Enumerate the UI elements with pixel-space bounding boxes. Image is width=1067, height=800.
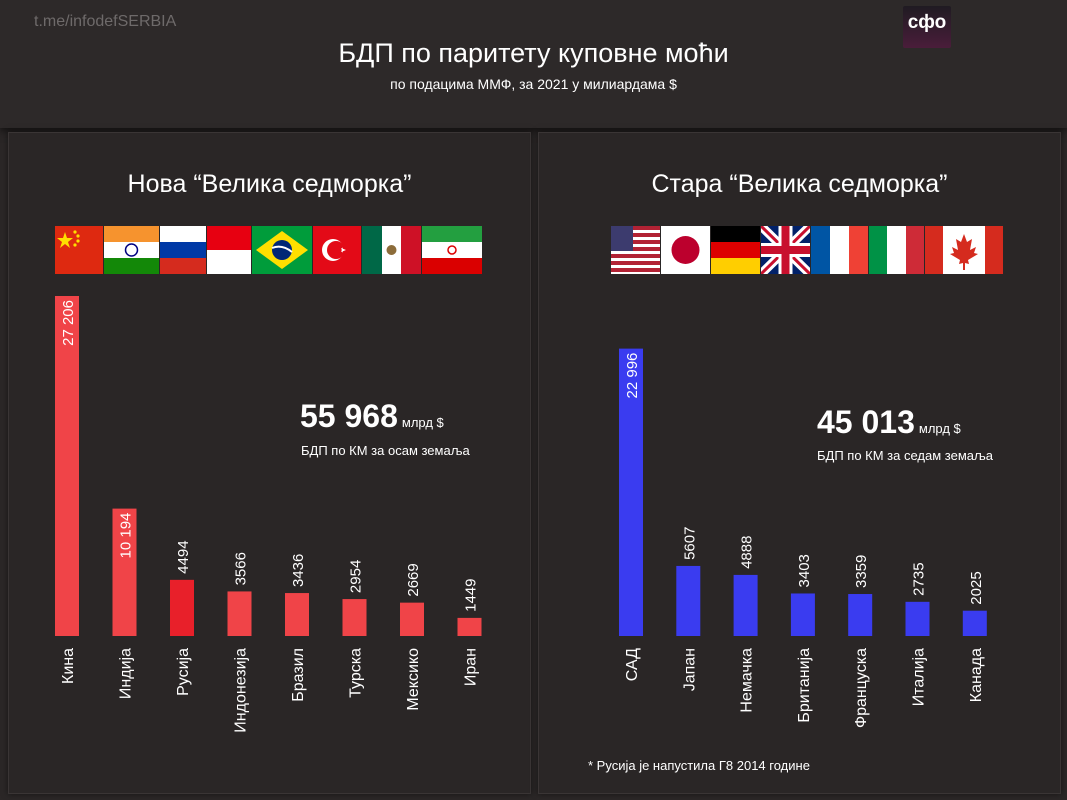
right-category-label-4: Француска [853, 648, 870, 728]
right-value-label-3: 3403 [796, 554, 813, 587]
japan-flag [661, 226, 710, 274]
china-flag [55, 226, 103, 274]
left-panel-title: Нова “Велика седморка” [127, 170, 412, 198]
left-value-label-2: 4494 [175, 540, 192, 573]
left-category-label-0: Кина [60, 648, 77, 684]
left-value-label-0: 27 206 [60, 300, 77, 346]
left-value-label-1: 10 194 [118, 513, 135, 559]
left-total-value: 55 968 [300, 398, 398, 434]
india-flag [104, 226, 159, 274]
right-category-label-5: Италија [911, 648, 928, 706]
mexico-flag [362, 226, 421, 274]
right-bar-4 [848, 594, 873, 636]
left-value-label-7: 1449 [463, 579, 480, 612]
right-value-label-6: 2025 [968, 571, 985, 604]
right-value-label-4: 3359 [853, 555, 870, 588]
left-bar-7 [457, 617, 482, 636]
left-category-label-1: Индија [118, 648, 135, 699]
left-category-label-4: Бразил [290, 648, 307, 702]
watermark: t.me/infodefSERBIA [34, 13, 177, 30]
right-category-label-6: Канада [968, 648, 985, 702]
left-bar-5 [342, 599, 367, 636]
brazil-flag [252, 226, 312, 274]
left-value-label-5: 2954 [348, 560, 365, 593]
right-flag-row [611, 226, 1004, 274]
left-category-label-6: Мексико [405, 648, 422, 711]
indonesia-flag [207, 226, 251, 274]
left-value-label-6: 2669 [405, 563, 422, 596]
usa-flag [611, 226, 660, 274]
left-total-unit: млрд $ [401, 415, 444, 430]
left-bar-6 [400, 602, 424, 636]
left-category-label-7: Иран [463, 648, 480, 686]
right-category-label-2: Немачка [739, 648, 756, 713]
left-bar-4 [285, 593, 309, 636]
france-flag [811, 226, 868, 274]
canada-flag [925, 226, 1003, 274]
right-category-label-3: Британија [796, 648, 813, 723]
iran-flag [422, 226, 482, 274]
page-title: БДП по паритету куповне моћи [338, 38, 729, 68]
left-category-label-5: Турска [348, 648, 365, 698]
right-value-label-2: 4888 [739, 536, 756, 569]
right-bar-2 [733, 574, 758, 636]
left-bar-3 [227, 591, 252, 636]
right-value-label-5: 2735 [911, 562, 928, 595]
left-flag-row [55, 226, 483, 274]
right-total-desc: БДП по КМ за седам земаља [817, 448, 994, 463]
right-category-label-0: САД [624, 648, 641, 681]
right-total-unit: млрд $ [918, 421, 961, 436]
right-total: 45 013 млрд $ [817, 404, 961, 441]
turkey-flag [313, 226, 361, 274]
right-value-label-1: 5607 [681, 527, 698, 560]
right-bar-5 [905, 601, 930, 636]
left-value-label-4: 3436 [290, 554, 307, 587]
right-bar-6 [962, 610, 987, 636]
right-category-label-1: Јапан [681, 648, 698, 691]
left-total-desc: БДП по КМ за осам земаља [301, 443, 470, 458]
right-bar-3 [790, 593, 815, 636]
page-subtitle: по подацима ММФ, за 2021 у милиардама $ [390, 76, 677, 92]
logo-text: сфо [907, 12, 947, 33]
right-bar-0 [619, 348, 643, 636]
right-bar-1 [676, 565, 701, 636]
right-total-value: 45 013 [817, 404, 915, 440]
left-value-label-3: 3566 [233, 552, 250, 585]
italy-flag [869, 226, 924, 274]
left-total: 55 968 млрд $ [300, 398, 444, 435]
right-panel-title: Стара “Велика седморка” [651, 170, 948, 198]
left-bar-2 [170, 579, 194, 636]
left-category-label-2: Русија [175, 648, 192, 696]
russia-flag [160, 226, 206, 274]
left-category-label-3: Индонезија [233, 648, 250, 733]
right-value-label-0: 22 996 [624, 353, 641, 399]
uk-flag [761, 226, 810, 274]
germany-flag [711, 226, 760, 274]
logo: сфо [903, 6, 951, 48]
footnote: * Русија је напустила Г8 2014 године [588, 758, 810, 773]
left-bar-1 [112, 508, 137, 636]
left-bar-0 [55, 296, 79, 636]
header: t.me/infodefSERBIA сфо БДП по паритету к… [0, 0, 1067, 128]
